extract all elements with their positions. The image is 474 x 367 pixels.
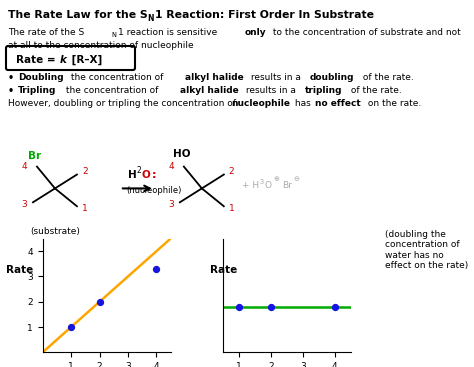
Text: HO: HO [173, 149, 191, 159]
Text: k: k [60, 55, 67, 65]
Text: Br: Br [282, 181, 292, 190]
Text: 3: 3 [21, 200, 27, 209]
Text: + H: + H [242, 181, 259, 190]
Text: 2: 2 [137, 166, 142, 175]
Text: 3: 3 [260, 179, 264, 185]
Text: to the concentration of substrate and not: to the concentration of substrate and no… [270, 28, 461, 37]
Text: of the rate.: of the rate. [360, 73, 414, 82]
Text: of the rate.: of the rate. [348, 86, 402, 95]
Text: tripling: tripling [305, 86, 343, 95]
Text: alkyl halide: alkyl halide [180, 86, 239, 95]
Text: Rate: Rate [210, 265, 237, 275]
Text: 2: 2 [82, 167, 88, 176]
Text: Doubling: Doubling [18, 73, 64, 82]
Text: 1: 1 [82, 204, 88, 213]
Text: •: • [8, 73, 18, 83]
Text: N: N [147, 14, 154, 23]
Text: Rate: Rate [6, 265, 33, 275]
Point [67, 324, 75, 330]
Text: 1 Reaction: First Order In Substrate: 1 Reaction: First Order In Substrate [155, 10, 374, 20]
Text: [R–X]: [R–X] [68, 55, 102, 65]
Text: 3: 3 [168, 200, 174, 209]
Text: results in a: results in a [248, 73, 304, 82]
Text: The Rate Law for the S: The Rate Law for the S [8, 10, 147, 20]
Text: N: N [111, 32, 116, 38]
Text: 4: 4 [21, 162, 27, 171]
Point [267, 304, 274, 310]
Text: Tripling: Tripling [18, 86, 56, 95]
Text: (nucleophile): (nucleophile) [126, 186, 181, 196]
Text: only: only [245, 28, 266, 37]
Text: O: O [142, 170, 151, 179]
Text: (substrate): (substrate) [30, 227, 80, 236]
Text: The rate of the S: The rate of the S [8, 28, 84, 37]
Text: ⊖: ⊖ [294, 177, 300, 182]
Text: the concentration of: the concentration of [68, 73, 166, 82]
Text: Br: Br [28, 151, 42, 161]
Text: :: : [152, 170, 156, 179]
Text: However, doubling or tripling the concentration of: However, doubling or tripling the concen… [8, 99, 239, 108]
Text: •: • [8, 86, 18, 96]
Point [331, 304, 338, 310]
Text: on the rate.: on the rate. [365, 99, 421, 108]
Text: doubling: doubling [310, 73, 355, 82]
Text: (doubling the
concentration of
water has no
effect on the rate): (doubling the concentration of water has… [385, 230, 468, 270]
Text: Rate =: Rate = [16, 55, 59, 65]
Text: no effect: no effect [315, 99, 361, 108]
Point [96, 299, 103, 305]
Point [153, 266, 160, 272]
Text: 1 reaction is sensitive: 1 reaction is sensitive [118, 28, 220, 37]
Text: 4: 4 [168, 162, 174, 171]
Text: H: H [128, 170, 137, 179]
Text: the concentration of: the concentration of [63, 86, 161, 95]
Text: results in a: results in a [243, 86, 299, 95]
Text: ⊕: ⊕ [274, 177, 280, 182]
Text: 2: 2 [229, 167, 235, 176]
Text: 1: 1 [229, 204, 235, 213]
Text: nucleophile: nucleophile [231, 99, 290, 108]
Text: alkyl halide: alkyl halide [185, 73, 244, 82]
Text: has: has [292, 99, 314, 108]
FancyBboxPatch shape [6, 46, 135, 70]
Point [235, 304, 243, 310]
Text: at all to the concentration of nucleophile: at all to the concentration of nucleophi… [8, 41, 193, 50]
Text: O: O [265, 181, 272, 190]
